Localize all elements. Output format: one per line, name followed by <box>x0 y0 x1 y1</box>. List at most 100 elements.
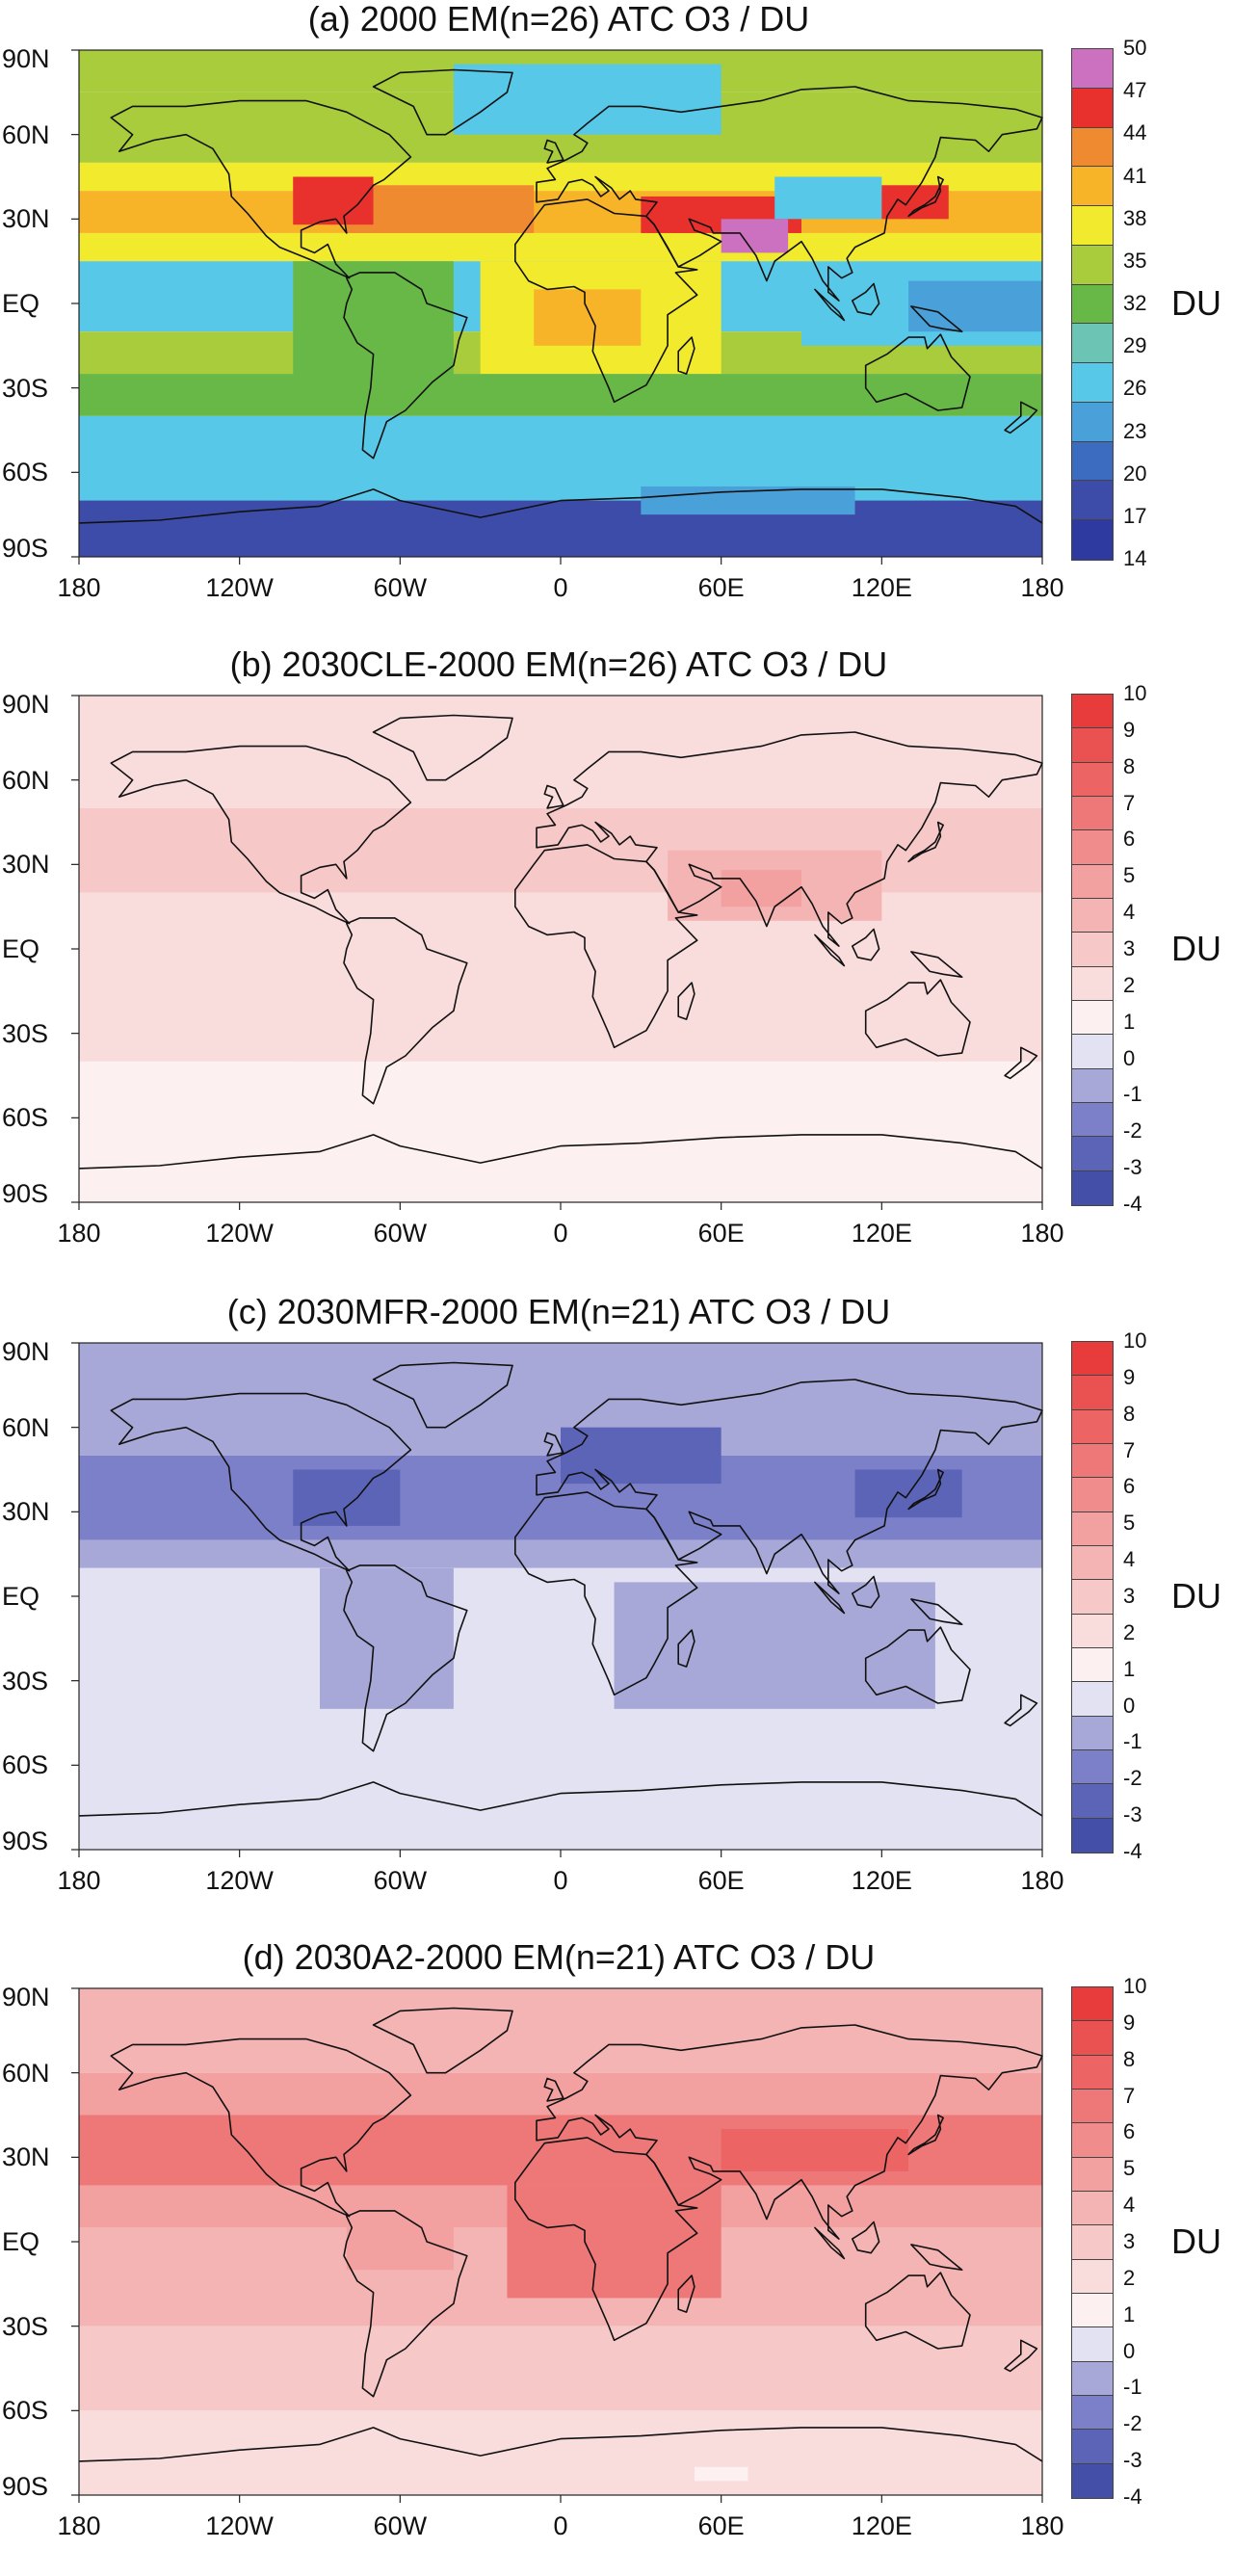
ozone-patch-1 <box>721 870 801 907</box>
coastline <box>543 139 564 164</box>
ozone-patch-7 <box>721 219 789 253</box>
lon-label: 180 <box>1020 2511 1064 2540</box>
colorbar-swatch <box>1072 864 1113 899</box>
lon-label: 120E <box>851 573 912 602</box>
lat-label: 60S <box>2 1103 49 1133</box>
lon-label: 0 <box>553 2511 568 2540</box>
coastline <box>907 821 945 863</box>
ozone-band-2 <box>79 1539 1042 1568</box>
colorbar-tick-label: 9 <box>1123 717 1136 742</box>
colorbar-tick-label: -1 <box>1123 1082 1142 1107</box>
colorbar-swatch <box>1072 1376 1113 1410</box>
ozone-patch-0 <box>293 261 454 388</box>
colorbar-tick-label: 10 <box>1123 681 1147 705</box>
lon-label: 120E <box>851 1219 912 1248</box>
colorbar-tick-label: 41 <box>1123 163 1147 188</box>
colorbar-swatch <box>1072 1068 1113 1103</box>
coastline <box>110 2037 412 2218</box>
colorbar-tick-label: 8 <box>1123 1401 1136 1426</box>
coastline <box>343 917 468 1105</box>
coastline <box>513 1491 698 1696</box>
colorbar-tick-label: 3 <box>1123 2229 1136 2253</box>
coastline <box>110 1392 412 1572</box>
map-panel-c: (c) 2030MFR-2000 EM(n=21) ATC O3 / DU DU… <box>0 1293 1233 1931</box>
colorbar-swatch <box>1072 2090 1113 2124</box>
colorbar-tick-label: 3 <box>1123 936 1136 960</box>
colorbar <box>1071 1341 1114 1853</box>
coastline <box>78 1781 1043 1817</box>
coastline <box>814 288 846 322</box>
colorbar-swatch <box>1072 1170 1113 1205</box>
ozone-band-2 <box>79 892 1042 1062</box>
lon-label: 120W <box>205 1866 274 1895</box>
colorbar-swatch <box>1072 1648 1113 1683</box>
coastline <box>343 1564 468 1752</box>
coastline <box>907 1468 945 1511</box>
coastline <box>110 99 412 279</box>
colorbar-tick-label: -4 <box>1123 1192 1142 1216</box>
coastline <box>372 2007 513 2074</box>
coastline <box>851 2221 880 2254</box>
lat-label: EQ <box>2 1582 40 1611</box>
coastline <box>864 333 971 411</box>
coastline <box>513 198 698 404</box>
colorbar-tick-label: 26 <box>1123 376 1147 401</box>
colorbar-swatch <box>1072 1716 1113 1750</box>
lat-label: 60N <box>2 119 50 149</box>
coastline <box>536 2024 1043 2240</box>
colorbar-tick-label: -2 <box>1123 1766 1142 1791</box>
coastline <box>677 1629 695 1668</box>
coastline <box>343 272 468 460</box>
colorbar-tick-label: 50 <box>1123 36 1147 60</box>
lat-label: 30N <box>2 204 50 234</box>
colorbar-tick-label: 14 <box>1123 546 1147 570</box>
lat-label: 60N <box>2 765 50 795</box>
lon-label: 0 <box>553 1866 568 1895</box>
colorbar-swatch <box>1072 402 1113 442</box>
ozone-patch-3 <box>346 185 535 233</box>
colorbar-tick-label: 23 <box>1123 418 1147 443</box>
lat-label: 90S <box>2 2472 49 2501</box>
colorbar-tick-label: 17 <box>1123 503 1147 528</box>
coastline <box>677 2274 695 2313</box>
lat-label: 90N <box>2 44 50 73</box>
colorbar-tick-label: 10 <box>1123 1974 1147 1998</box>
coastline <box>513 844 698 1049</box>
colorbar-tick-label: 5 <box>1123 1511 1136 1536</box>
colorbar-tick-label: 1 <box>1123 1656 1136 1681</box>
ozone-band-1 <box>79 807 1042 893</box>
coastline <box>851 1575 880 1609</box>
coastline <box>372 714 513 781</box>
map-panel-a: (a) 2000 EM(n=26) ATC O3 / DU DU 90N 60N 3… <box>0 0 1233 638</box>
coastline <box>78 488 1043 524</box>
lat-label: 30S <box>2 1666 49 1695</box>
colorbar-tick-label: 4 <box>1123 2193 1136 2218</box>
colorbar-tick-label: 44 <box>1123 120 1147 145</box>
colorbar-swatch <box>1072 1444 1113 1479</box>
lat-label: 60N <box>2 2058 50 2088</box>
colorbar-swatch <box>1072 1818 1113 1853</box>
colorbar-tick-label: -1 <box>1123 1729 1142 1754</box>
colorbar-swatch <box>1072 2396 1113 2431</box>
colorbar-swatch <box>1072 1614 1113 1648</box>
colorbar-swatch <box>1072 1001 1113 1036</box>
colorbar-swatch <box>1072 2225 1113 2260</box>
ozone-band-8 <box>79 415 1042 501</box>
colorbar-tick-label: -4 <box>1123 2484 1142 2509</box>
colorbar-swatch <box>1072 762 1113 797</box>
colorbar-tick-label: 47 <box>1123 78 1147 103</box>
ozone-patch-0 <box>320 1567 454 1709</box>
colorbar-tick-label: 6 <box>1123 827 1136 852</box>
colorbar <box>1071 48 1114 561</box>
lat-label: 90S <box>2 1179 49 1208</box>
colorbar-swatch <box>1072 966 1113 1001</box>
coastline <box>910 951 963 979</box>
colorbar-swatch <box>1072 2123 1113 2158</box>
colorbar-tick-label: 9 <box>1123 1364 1136 1389</box>
lat-label: 60S <box>2 2396 49 2426</box>
colorbar-tick-label: -3 <box>1123 1155 1142 1180</box>
colorbar-swatch <box>1072 1035 1113 1069</box>
colorbar-swatch <box>1072 363 1113 403</box>
colorbar-tick-label: 2 <box>1123 2265 1136 2290</box>
ozone-patch-1 <box>721 2129 909 2171</box>
